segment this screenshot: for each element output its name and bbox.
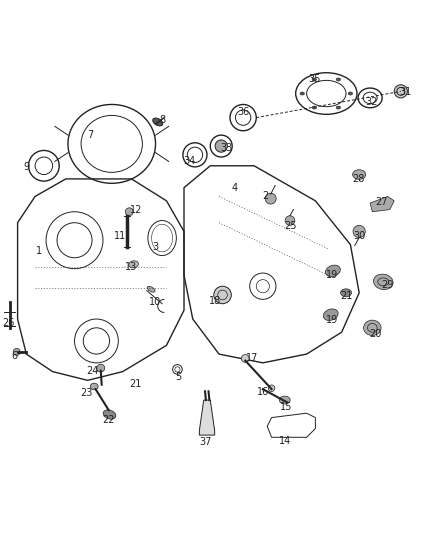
Ellipse shape bbox=[300, 92, 304, 95]
Text: 33: 33 bbox=[220, 143, 232, 154]
Ellipse shape bbox=[341, 289, 352, 297]
Text: 31: 31 bbox=[399, 87, 411, 97]
Ellipse shape bbox=[336, 106, 341, 109]
Text: 7: 7 bbox=[87, 130, 93, 140]
Text: 20: 20 bbox=[369, 329, 381, 340]
Text: 12: 12 bbox=[130, 205, 142, 215]
Text: 24: 24 bbox=[87, 366, 99, 376]
Polygon shape bbox=[370, 197, 394, 212]
Text: 25: 25 bbox=[285, 221, 297, 231]
Text: 28: 28 bbox=[352, 174, 364, 184]
Text: 21: 21 bbox=[340, 291, 352, 301]
Ellipse shape bbox=[325, 265, 340, 277]
Text: 9: 9 bbox=[23, 161, 29, 172]
Ellipse shape bbox=[285, 216, 295, 225]
Ellipse shape bbox=[364, 320, 381, 335]
Polygon shape bbox=[199, 400, 215, 435]
Ellipse shape bbox=[265, 193, 276, 204]
Text: 19: 19 bbox=[326, 270, 338, 280]
Text: 34: 34 bbox=[183, 156, 195, 166]
Text: 15: 15 bbox=[280, 402, 292, 411]
Text: 11: 11 bbox=[114, 231, 127, 241]
Text: 37: 37 bbox=[199, 437, 211, 447]
Ellipse shape bbox=[353, 225, 365, 238]
Text: 1: 1 bbox=[36, 246, 42, 256]
Text: 26: 26 bbox=[2, 318, 14, 328]
Ellipse shape bbox=[312, 106, 317, 109]
Text: 17: 17 bbox=[246, 353, 258, 364]
Text: 27: 27 bbox=[375, 197, 387, 207]
Text: 13: 13 bbox=[125, 262, 138, 272]
Text: 6: 6 bbox=[11, 351, 18, 361]
Ellipse shape bbox=[13, 349, 20, 356]
Text: 19: 19 bbox=[326, 316, 338, 325]
Ellipse shape bbox=[394, 85, 407, 98]
Text: 14: 14 bbox=[279, 436, 291, 446]
Ellipse shape bbox=[268, 385, 275, 392]
Text: 2: 2 bbox=[262, 191, 268, 201]
Text: 3: 3 bbox=[152, 242, 159, 252]
Ellipse shape bbox=[214, 286, 231, 304]
Ellipse shape bbox=[374, 274, 393, 289]
Ellipse shape bbox=[125, 208, 133, 216]
Text: 4: 4 bbox=[231, 183, 237, 192]
Ellipse shape bbox=[147, 286, 155, 292]
Text: 18: 18 bbox=[208, 296, 221, 305]
Text: 22: 22 bbox=[102, 415, 115, 425]
Ellipse shape bbox=[241, 354, 249, 362]
Text: 21: 21 bbox=[129, 379, 141, 389]
Text: 5: 5 bbox=[176, 372, 182, 382]
Ellipse shape bbox=[103, 410, 116, 419]
Text: 30: 30 bbox=[353, 231, 365, 241]
Ellipse shape bbox=[353, 169, 366, 179]
Ellipse shape bbox=[336, 78, 341, 81]
Text: 32: 32 bbox=[365, 97, 378, 107]
Ellipse shape bbox=[279, 396, 290, 404]
Ellipse shape bbox=[323, 309, 338, 320]
Text: 16: 16 bbox=[257, 387, 269, 397]
Text: 35: 35 bbox=[308, 74, 321, 84]
Ellipse shape bbox=[90, 383, 98, 390]
Text: 36: 36 bbox=[237, 107, 249, 117]
Text: 8: 8 bbox=[159, 115, 165, 125]
Ellipse shape bbox=[153, 118, 163, 126]
Ellipse shape bbox=[129, 261, 138, 268]
Ellipse shape bbox=[97, 364, 105, 372]
Text: 10: 10 bbox=[149, 297, 162, 308]
Ellipse shape bbox=[215, 140, 227, 152]
Text: 23: 23 bbox=[81, 389, 93, 399]
Text: 29: 29 bbox=[381, 280, 394, 290]
Ellipse shape bbox=[312, 78, 317, 81]
Ellipse shape bbox=[348, 92, 353, 95]
